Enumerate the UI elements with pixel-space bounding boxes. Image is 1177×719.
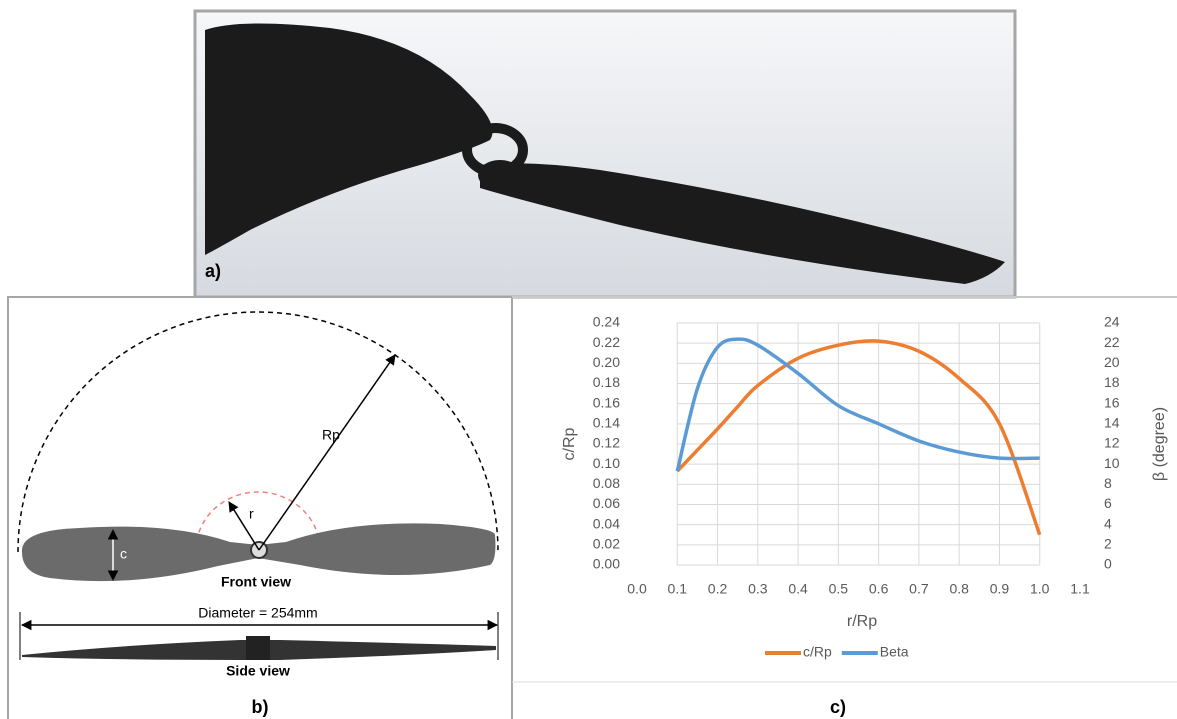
panel-label: c) bbox=[830, 697, 846, 717]
y-tick-label: 0.04 bbox=[593, 515, 620, 531]
panel-label: a) bbox=[205, 261, 221, 281]
y2-tick-label: 20 bbox=[1104, 354, 1120, 370]
x-tick-label: 1.0 bbox=[1030, 581, 1050, 597]
panel-b: c r Rp Front view Diameter = 254mm Side … bbox=[8, 297, 512, 719]
legend-label: c/Rp bbox=[803, 644, 832, 660]
y2-tick-label: 12 bbox=[1104, 435, 1120, 451]
side-view-label: Side view bbox=[226, 663, 290, 679]
series-line bbox=[677, 341, 1039, 535]
y2-tick-label: 24 bbox=[1104, 314, 1120, 330]
panel-label: b) bbox=[252, 697, 269, 717]
y-tick-label: 0.22 bbox=[593, 334, 620, 350]
x-axis-title: r/Rp bbox=[847, 613, 877, 630]
x-tick-label: 0.6 bbox=[869, 581, 889, 597]
y-axis-title: c/Rp bbox=[561, 427, 578, 460]
y-tick-label: 0.20 bbox=[593, 354, 620, 370]
y-tick-label: 0.10 bbox=[593, 455, 620, 471]
x-tick-label: 0.2 bbox=[708, 581, 728, 597]
x-tick-label: 0.9 bbox=[990, 581, 1010, 597]
x-tick-label: 0.8 bbox=[949, 581, 969, 597]
x-tick-label: 0.4 bbox=[788, 581, 808, 597]
side-hub bbox=[246, 636, 270, 660]
y-tick-label: 0.02 bbox=[593, 536, 620, 552]
x-tick-label: 0.7 bbox=[909, 581, 929, 597]
y2-tick-label: 2 bbox=[1104, 536, 1112, 552]
rp-label: Rp bbox=[322, 427, 340, 443]
y2-tick-label: 18 bbox=[1104, 374, 1120, 390]
x-tick-label: 0.1 bbox=[668, 581, 688, 597]
y2-tick-label: 8 bbox=[1104, 475, 1112, 491]
hub-base bbox=[478, 160, 522, 190]
y-tick-label: 0.16 bbox=[593, 394, 620, 410]
y2-tick-label: 4 bbox=[1104, 515, 1112, 531]
y2-tick-label: 16 bbox=[1104, 394, 1120, 410]
x-tick-label: 0.3 bbox=[748, 581, 768, 597]
y2-tick-label: 10 bbox=[1104, 455, 1120, 471]
y2-axis-title: β (degree) bbox=[1151, 407, 1168, 481]
r-label: r bbox=[249, 506, 254, 522]
y2-tick-label: 22 bbox=[1104, 334, 1120, 350]
chord-label: c bbox=[120, 546, 127, 562]
diameter-label: Diameter = 254mm bbox=[198, 605, 317, 621]
x-tick-label: 0.5 bbox=[829, 581, 849, 597]
y-tick-label: 0.08 bbox=[593, 475, 620, 491]
y-tick-label: 0.24 bbox=[593, 314, 620, 330]
page: a) c r Rp Front view Diameter = 254mm Si… bbox=[0, 0, 1177, 719]
y-tick-label: 0.12 bbox=[593, 435, 620, 451]
y2-tick-label: 14 bbox=[1104, 415, 1120, 431]
figure: a) c r Rp Front view Diameter = 254mm Si… bbox=[0, 0, 1177, 719]
series-line bbox=[677, 339, 1039, 471]
legend-label: Beta bbox=[880, 644, 909, 660]
y-tick-label: 0.18 bbox=[593, 374, 620, 390]
panel-a: a) bbox=[195, 11, 1015, 297]
x-tick-label: 1.1 bbox=[1070, 581, 1090, 597]
y2-tick-label: 6 bbox=[1104, 495, 1112, 511]
y-tick-label: 0.14 bbox=[593, 415, 620, 431]
y2-tick-label: 0 bbox=[1104, 556, 1112, 572]
y-tick-label: 0.00 bbox=[593, 556, 620, 572]
front-view-label: Front view bbox=[221, 574, 291, 590]
x-tick-label: 0.0 bbox=[627, 581, 647, 597]
y-tick-label: 0.06 bbox=[593, 495, 620, 511]
